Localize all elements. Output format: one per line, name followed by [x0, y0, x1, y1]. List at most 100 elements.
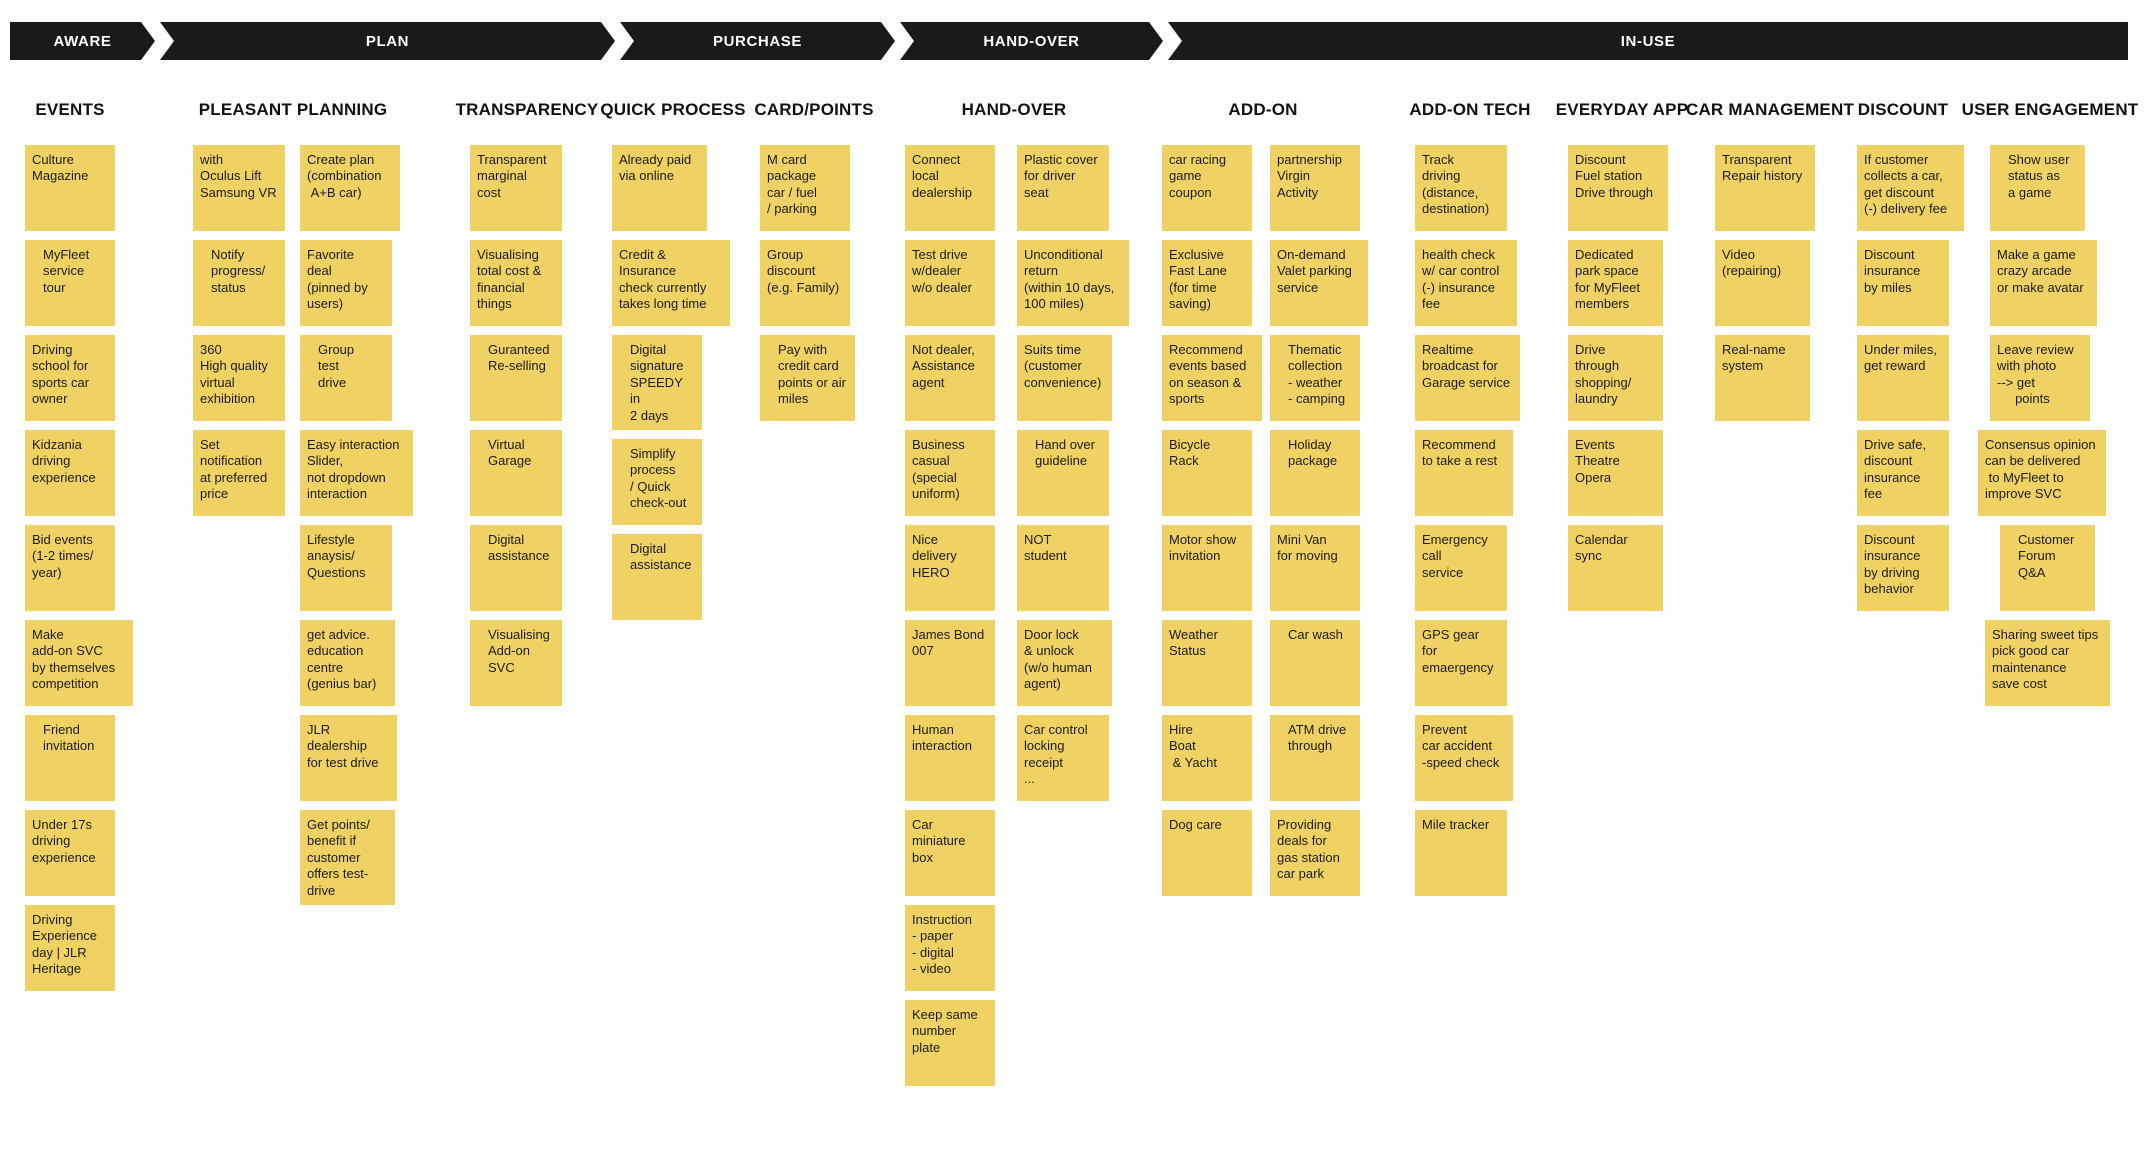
sticky-note[interactable]: Virtual Garage [470, 430, 562, 516]
sticky-note[interactable]: car racing game coupon [1162, 145, 1252, 231]
sticky-note[interactable]: Make add-on SVC by themselves competitio… [25, 620, 133, 706]
sticky-note[interactable]: Simplify process / Quick check-out [612, 438, 702, 525]
sticky-note[interactable]: Discount insurance by driving behavior [1857, 525, 1949, 611]
sticky-note[interactable]: Kidzania driving experience [25, 430, 115, 516]
sticky-note[interactable]: Bicycle Rack [1162, 430, 1252, 516]
sticky-note[interactable]: Keep same number plate [905, 1000, 995, 1086]
sticky-note[interactable]: health check w/ car control (-) insuranc… [1415, 240, 1517, 326]
sticky-note[interactable]: Driving school for sports car owner [25, 335, 115, 421]
sticky-note[interactable]: with Oculus Lift Samsung VR [193, 145, 285, 231]
column-header-card-points: CARD/POINTS [754, 100, 874, 119]
sticky-note[interactable]: Prevent car accident -speed check [1415, 715, 1513, 801]
sticky-note[interactable]: Guranteed Re-selling [470, 335, 562, 421]
sticky-note[interactable]: Instruction - paper - digital - video [905, 905, 995, 991]
sticky-note[interactable]: Recommend events based on season & sport… [1162, 335, 1262, 421]
sticky-note[interactable]: Easy interaction Slider, not dropdown in… [300, 430, 413, 516]
phase-label: PURCHASE [713, 32, 802, 50]
sticky-note[interactable]: JLR dealership for test drive [300, 715, 397, 801]
sticky-note[interactable]: Holiday package [1270, 430, 1360, 516]
sticky-note[interactable]: Driving Experience day | JLR Heritage [25, 905, 115, 991]
sticky-note[interactable]: Leave review with photo --> get points [1990, 335, 2090, 421]
sticky-note[interactable]: get advice. education centre (genius bar… [300, 620, 395, 706]
sticky-note[interactable]: M card package car / fuel / parking [760, 145, 850, 231]
sticky-note[interactable]: Discount Fuel station Drive through [1568, 145, 1668, 231]
sticky-note[interactable]: Show user status as a game [1990, 145, 2085, 231]
sticky-note[interactable]: Mini Van for moving [1270, 525, 1360, 611]
sticky-note[interactable]: Hand over guideline [1017, 430, 1109, 516]
sticky-note[interactable]: James Bond 007 [905, 620, 995, 706]
sticky-note[interactable]: Sharing sweet tips pick good car mainten… [1985, 620, 2110, 706]
sticky-note[interactable]: Transparent marginal cost [470, 145, 562, 231]
sticky-note[interactable]: Calendar sync [1568, 525, 1663, 611]
sticky-note[interactable]: Video (repairing) [1715, 240, 1810, 326]
sticky-note[interactable]: Real-name system [1715, 335, 1810, 421]
sticky-note[interactable]: Motor show invitation [1162, 525, 1252, 611]
sticky-note[interactable]: Digital signature SPEEDY in 2 days [612, 335, 702, 430]
sticky-note[interactable]: Group test drive [300, 335, 392, 421]
sticky-note[interactable]: Realtime broadcast for Garage service [1415, 335, 1520, 421]
sticky-note[interactable]: Track driving (distance, destination) [1415, 145, 1507, 231]
sticky-note[interactable]: Providing deals for gas station car park [1270, 810, 1360, 896]
sticky-note[interactable]: ATM drive through [1270, 715, 1360, 801]
sticky-note[interactable]: Dog care [1162, 810, 1252, 896]
sticky-note[interactable]: partnership Virgin Activity [1270, 145, 1360, 231]
column-header-pleasant-planning: PLEASANT PLANNING [198, 100, 388, 119]
sticky-note[interactable]: Connect local dealership [905, 145, 995, 231]
sticky-note[interactable]: MyFleet service tour [25, 240, 115, 326]
sticky-note[interactable]: Unconditional return (within 10 days, 10… [1017, 240, 1129, 326]
sticky-note[interactable]: Under 17s driving experience [25, 810, 115, 896]
sticky-note[interactable]: GPS gear for emaergency [1415, 620, 1507, 706]
phase-label: HAND-OVER [983, 32, 1080, 50]
sticky-note[interactable]: Door lock & unlock (w/o human agent) [1017, 620, 1112, 706]
sticky-note[interactable]: Group discount (e.g. Family) [760, 240, 850, 326]
sticky-note[interactable]: Test drive w/dealer w/o dealer [905, 240, 995, 326]
sticky-note[interactable]: Lifestyle anaysis/ Questions [300, 525, 392, 611]
sticky-note[interactable]: Hire Boat & Yacht [1162, 715, 1252, 801]
sticky-note[interactable]: Credit & Insurance check currently takes… [612, 240, 730, 326]
sticky-note[interactable]: Already paid via online [612, 145, 707, 231]
sticky-note[interactable]: Dedicated park space for MyFleet members [1568, 240, 1663, 326]
sticky-note[interactable]: Weather Status [1162, 620, 1252, 706]
sticky-note[interactable]: Pay with credit card points or air miles [760, 335, 855, 421]
note-column: Already paid via online Credit & Insuranc… [612, 145, 730, 620]
sticky-note[interactable]: Nice delivery HERO [905, 525, 995, 611]
sticky-note[interactable]: Emergency call service [1415, 525, 1507, 611]
sticky-note[interactable]: Thematic collection - weather - camping [1270, 335, 1360, 421]
sticky-note[interactable]: Digital assistance [470, 525, 562, 611]
sticky-note[interactable]: Suits time (customer convenience) [1017, 335, 1112, 421]
sticky-note[interactable]: Digital assistance [612, 533, 702, 620]
sticky-note[interactable]: Culture Magazine [25, 145, 115, 231]
sticky-note[interactable]: Get points/ benefit if customer offers t… [300, 810, 395, 905]
sticky-note[interactable]: Mile tracker [1415, 810, 1507, 896]
sticky-note[interactable]: Consensus opinion can be delivered to My… [1978, 430, 2106, 516]
sticky-note[interactable]: Create plan (combination A+B car) [300, 145, 400, 231]
sticky-note[interactable]: Discount insurance by miles [1857, 240, 1949, 326]
sticky-note[interactable]: Customer Forum Q&A [2000, 525, 2095, 611]
sticky-note[interactable]: On-demand Valet parking service [1270, 240, 1368, 326]
sticky-note[interactable]: Car control locking receipt ... [1017, 715, 1109, 801]
sticky-note[interactable]: If customer collects a car, get discount… [1857, 145, 1964, 231]
sticky-note[interactable]: Notify progress/ status [193, 240, 285, 326]
sticky-note[interactable]: Drive through shopping/ laundry [1568, 335, 1663, 421]
sticky-note[interactable]: Exclusive Fast Lane (for time saving) [1162, 240, 1252, 326]
sticky-note[interactable]: Human interaction [905, 715, 995, 801]
sticky-note[interactable]: NOT student [1017, 525, 1109, 611]
sticky-note[interactable]: Visualising total cost & financial thing… [470, 240, 562, 326]
sticky-note[interactable]: Plastic cover for driver seat [1017, 145, 1109, 231]
sticky-note[interactable]: Car miniature box [905, 810, 995, 896]
sticky-note[interactable]: Transparent Repair history [1715, 145, 1815, 231]
sticky-note[interactable]: Events Theatre Opera [1568, 430, 1663, 516]
sticky-note[interactable]: Make a game crazy arcade or make avatar [1990, 240, 2097, 326]
sticky-note[interactable]: Under miles, get reward [1857, 335, 1949, 421]
sticky-note[interactable]: Car wash [1270, 620, 1360, 706]
sticky-note[interactable]: Not dealer, Assistance agent [905, 335, 995, 421]
sticky-note[interactable]: Friend invitation [25, 715, 115, 801]
sticky-note[interactable]: Bid events (1-2 times/ year) [25, 525, 115, 611]
sticky-note[interactable]: Drive safe, discount insurance fee [1857, 430, 1949, 516]
sticky-note[interactable]: 360 High quality virtual exhibition [193, 335, 285, 421]
sticky-note[interactable]: Set notification at preferred price [193, 430, 285, 516]
sticky-note[interactable]: Recommend to take a rest [1415, 430, 1513, 516]
sticky-note[interactable]: Business casual (special uniform) [905, 430, 995, 516]
sticky-note[interactable]: Favorite deal (pinned by users) [300, 240, 392, 326]
sticky-note[interactable]: Visualising Add-on SVC [470, 620, 562, 706]
